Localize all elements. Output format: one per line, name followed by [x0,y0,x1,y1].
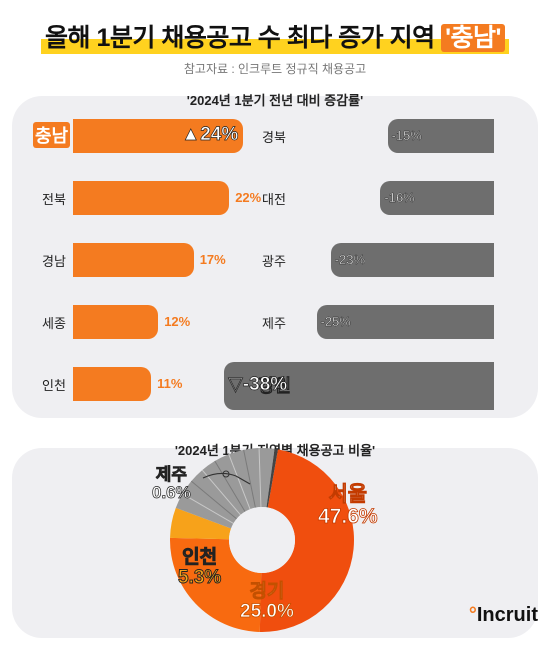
bar-category-label: 광주 [262,254,286,269]
logo-mark: ° [468,604,477,626]
bar-value-label: 11% [157,376,183,391]
bar-category-label: 충남 [33,122,71,148]
bar-category-label: 대전 [262,192,286,207]
bar-category-label: 경북 [262,130,286,145]
bar-value-label: -23% [334,252,366,267]
bar [73,243,194,277]
title-text: 올해 1분기 채용공고 수 최다 증가 지역 [45,24,435,52]
pie-label-incheon: 인천 5.3% [178,547,222,588]
bar-category-label: 전북 [42,192,66,207]
bar [330,243,494,277]
incruit-logo: °Incruit [469,604,538,627]
bar-category-label: 세종 [42,316,66,331]
bar-value-label: ▲24% [181,124,239,146]
bar [224,362,494,410]
bar [380,181,494,215]
pie-label-gyeonggi: 경기 25.0% [240,581,295,622]
bar [73,119,244,153]
title-highlight: '충남' [441,24,505,52]
pie-chart-title: '2024년 1분기 지역별 채용공고 비율' [174,443,376,458]
bar [73,367,152,401]
bar-category-label: 경남 [42,254,66,269]
bar-category-label: 강원 [258,376,292,397]
pie-label-seoul: 서울 47.6% [318,483,378,529]
source-note: 참고자료 : 인크루트 정규직 채용공고 [183,62,367,76]
bar-value-label: ▽-38% [228,374,288,396]
pie-label-jeju: 제주 0.6% [152,465,191,502]
bar-value-label: 12% [164,314,191,329]
bar-chart-title: '2024년 1분기 전년 대비 증감률' [186,93,364,108]
bar-value-label: -15% [391,128,422,143]
page-title: 올해 1분기 채용공고 수 최다 증가 지역 '충남' [0,18,550,54]
bar [387,119,494,153]
bar [73,181,230,215]
bar [73,305,159,339]
bar-value-label: 22% [235,190,262,205]
bar-category-label: 제주 [262,316,286,331]
logo-text: Incruit [476,604,538,626]
bar [316,305,494,339]
bar-category-label: 인천 [42,378,66,393]
bar-value-label: -16% [384,190,415,205]
bar-value-label: -25% [320,314,351,329]
bar-value-label: 17% [199,252,226,267]
